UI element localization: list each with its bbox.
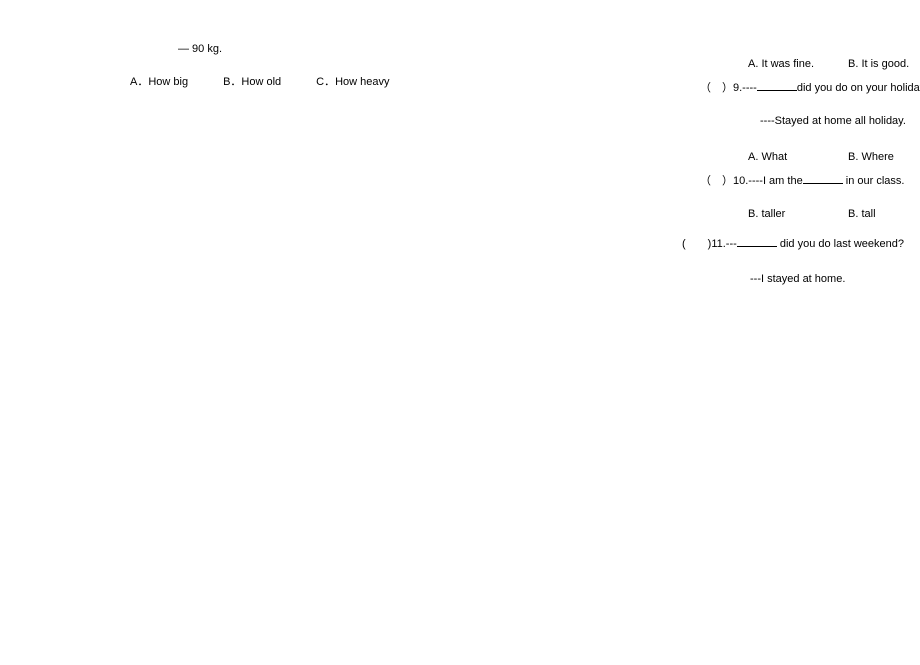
r2-b: B. Where	[848, 148, 894, 167]
q10: （ ）10.----I am the in our class.	[700, 172, 920, 191]
q9: （ ）9.---- did you do on your holiday?	[700, 79, 920, 98]
r2-choices: A. What B. Where C. How	[700, 148, 920, 164]
q9-blank	[757, 81, 797, 91]
r3-b: B. tall	[848, 205, 876, 224]
q9-ans-text: ----Stayed at home all holiday.	[760, 115, 906, 127]
q9-post: did you do on your holiday?	[797, 82, 920, 94]
left-choice-row: A．How big B．How old C．How heavy	[130, 73, 490, 92]
choice-c: C．How heavy	[316, 73, 389, 92]
q10-pre: （ ）10.----I am the	[700, 175, 803, 187]
right-column: A. It was fine. B. It is good. C. I am f…	[700, 55, 920, 296]
r1-b: B. It is good.	[848, 55, 909, 74]
choice-a: A．How big	[130, 73, 220, 92]
q11-ans-text: ---I stayed at home.	[750, 273, 845, 285]
q10-post: in our class.	[843, 175, 905, 187]
r2-a: A. What	[748, 148, 787, 167]
r1-choices: A. It was fine. B. It is good. C. I am f…	[700, 55, 920, 71]
q-stem-weight: — 90 kg.	[130, 40, 490, 59]
q10-blank	[803, 174, 843, 184]
q11-answer: ---I stayed at home.	[700, 270, 920, 289]
r3-choices: B. taller B. tall C. tallest	[700, 205, 920, 221]
q11: ( )11.--- did you do last weekend?	[682, 235, 920, 254]
q11-pre: ( )11.---	[682, 238, 737, 250]
q11-blank	[737, 237, 777, 247]
choice-b: B．How old	[223, 73, 313, 92]
q11-post: did you do last weekend?	[777, 238, 904, 250]
r1-a: A. It was fine.	[748, 55, 814, 74]
left-column: — 90 kg. A．How big B．How old C．How heavy	[130, 40, 490, 99]
q9-pre: （ ）9.----	[700, 82, 757, 94]
r3-a: B. taller	[748, 205, 785, 224]
q9-answer: ----Stayed at home all holiday.	[700, 112, 920, 131]
